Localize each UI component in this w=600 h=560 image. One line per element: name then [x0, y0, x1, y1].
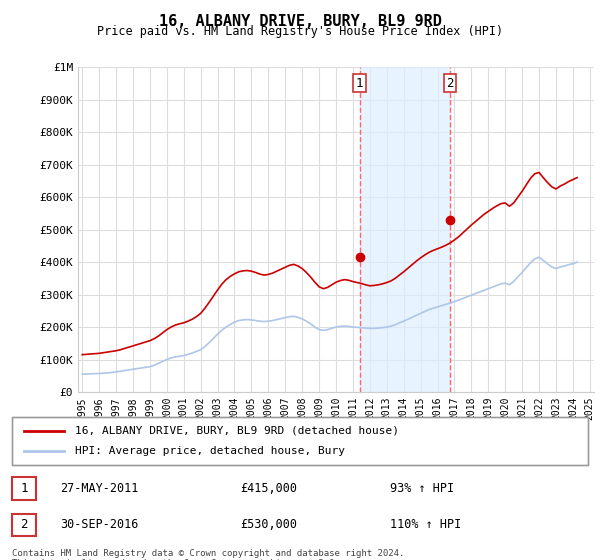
- Text: 110% ↑ HPI: 110% ↑ HPI: [390, 519, 461, 531]
- Text: 1: 1: [356, 77, 364, 90]
- FancyBboxPatch shape: [12, 417, 588, 465]
- Text: 2: 2: [446, 77, 454, 90]
- Text: 16, ALBANY DRIVE, BURY, BL9 9RD: 16, ALBANY DRIVE, BURY, BL9 9RD: [158, 14, 442, 29]
- Text: Contains HM Land Registry data © Crown copyright and database right 2024.
This d: Contains HM Land Registry data © Crown c…: [12, 549, 404, 560]
- Text: 30-SEP-2016: 30-SEP-2016: [60, 519, 139, 531]
- Text: £530,000: £530,000: [240, 519, 297, 531]
- Text: 1: 1: [20, 482, 28, 495]
- Text: £415,000: £415,000: [240, 482, 297, 495]
- Bar: [359, 67, 450, 392]
- Text: HPI: Average price, detached house, Bury: HPI: Average price, detached house, Bury: [76, 446, 346, 456]
- Text: 2: 2: [20, 519, 28, 531]
- Text: 27-MAY-2011: 27-MAY-2011: [60, 482, 139, 495]
- Text: 16, ALBANY DRIVE, BURY, BL9 9RD (detached house): 16, ALBANY DRIVE, BURY, BL9 9RD (detache…: [76, 426, 400, 436]
- Text: 93% ↑ HPI: 93% ↑ HPI: [390, 482, 454, 495]
- Text: Price paid vs. HM Land Registry's House Price Index (HPI): Price paid vs. HM Land Registry's House …: [97, 25, 503, 38]
